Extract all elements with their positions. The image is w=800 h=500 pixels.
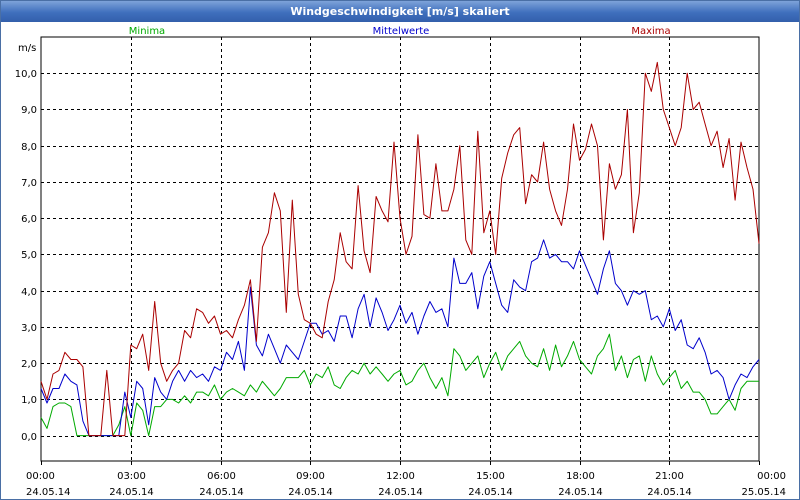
x-tick-date: 24.05.14 (288, 487, 333, 498)
chart-title: Windgeschwindigkeit [m/s] skaliert (1, 1, 799, 22)
x-tick-time: 12:00 (386, 471, 415, 482)
y-tick-label: 9,0 (21, 105, 37, 116)
legend-minima: Minima (129, 26, 165, 37)
x-tick-time: 03:00 (117, 471, 146, 482)
y-tick-label: 0,0 (21, 432, 37, 443)
x-tick-date: 24.05.14 (468, 487, 513, 498)
y-tick-label: 5,0 (21, 250, 37, 261)
y-tick-label: 3,0 (21, 323, 37, 334)
x-tick-date: 24.05.14 (26, 487, 71, 498)
x-tick-time: 15:00 (476, 471, 505, 482)
series-line-mittelwerte (40, 239, 760, 437)
x-tick-time: 18:00 (566, 471, 595, 482)
y-axis-label: m/s (18, 43, 36, 54)
legend-mittelwerte: Mittelwerte (373, 26, 430, 37)
x-tick-time: 06:00 (207, 471, 236, 482)
y-tick-label: 2,0 (21, 359, 37, 370)
legend-maxima: Maxima (631, 26, 670, 37)
x-tick-time: 09:00 (296, 471, 325, 482)
x-tick-time: 00:00 (26, 471, 55, 482)
x-tick-date: 24.05.14 (378, 487, 423, 498)
y-tick-label: 7,0 (21, 178, 37, 189)
x-tick-date: 24.05.14 (199, 487, 244, 498)
x-tick-date: 24.05.14 (647, 487, 692, 498)
series-line-maxima (40, 61, 760, 437)
series-line-minima (40, 333, 759, 437)
x-tick-time: 21:00 (655, 471, 684, 482)
y-tick-label: 6,0 (21, 214, 37, 225)
x-tick-date: 24.05.14 (109, 487, 154, 498)
y-tick-label: 1,0 (21, 395, 37, 406)
y-tick-label: 10,0 (15, 69, 37, 80)
x-tick-date: 24.05.14 (558, 487, 603, 498)
x-tick-time: 00:00 (757, 471, 786, 482)
x-tick-date: 25.05.14 (741, 487, 786, 498)
y-tick-label: 4,0 (21, 287, 37, 298)
y-tick-label: 8,0 (21, 142, 37, 153)
